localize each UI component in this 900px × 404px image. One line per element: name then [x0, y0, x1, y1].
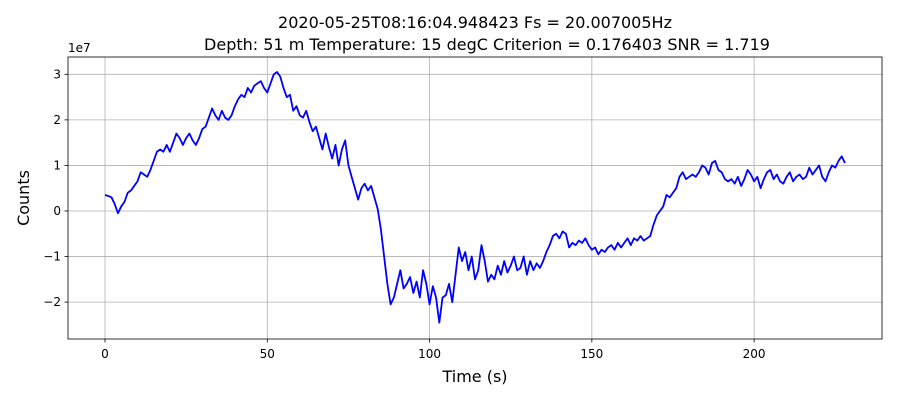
- plot-frame: [67, 56, 883, 340]
- y-axis-label: Counts: [14, 170, 33, 226]
- x-tick-label: 150: [580, 347, 603, 361]
- y-tick-label: 0: [53, 204, 61, 218]
- chart-title: 2020-05-25T08:16:04.948423 Fs = 20.00700…: [278, 13, 672, 32]
- x-tick-label: 100: [418, 347, 441, 361]
- y-offset-label: 1e7: [68, 41, 91, 55]
- chart-subtitle: Depth: 51 m Temperature: 15 degC Criteri…: [204, 35, 770, 54]
- y-tick-label: 3: [53, 67, 61, 81]
- x-tick-label: 0: [101, 347, 109, 361]
- data-line: [104, 71, 846, 324]
- x-tick-label: 50: [260, 347, 275, 361]
- y-tick-label: −1: [43, 250, 61, 264]
- y-tick-label: 1: [53, 158, 61, 172]
- y-tick-label: 2: [53, 113, 61, 127]
- y-tick-label: −2: [43, 295, 61, 309]
- x-axis-label: Time (s): [441, 367, 507, 386]
- x-tick-label: 200: [743, 347, 766, 361]
